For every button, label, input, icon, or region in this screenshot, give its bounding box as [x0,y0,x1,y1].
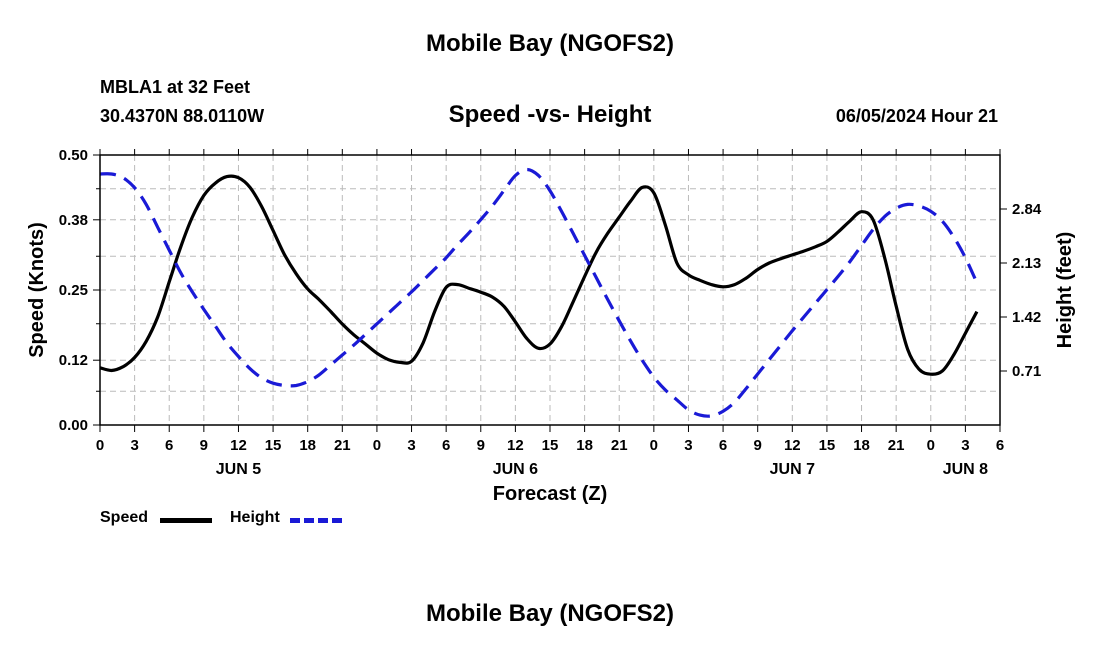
x-tick-label: 12 [507,437,524,454]
x-tick-label: 6 [442,437,450,454]
x-tick-label: 6 [165,437,173,454]
x-tick-label: 3 [684,437,692,454]
x-tick-label: 0 [96,437,104,454]
x-tick-label: 12 [230,437,247,454]
grid-lines [100,155,1000,425]
legend-height-label: Height [230,509,280,526]
x-tick-label: 15 [265,437,282,454]
x-tick-label: 18 [853,437,870,454]
legend-speed-label: Speed [100,509,149,526]
main-title: Mobile Bay (NGOFS2) [425,30,675,57]
day-label: JUN 5 [216,461,261,478]
coordinates-label: 30.4370N 88.0110W [100,106,265,126]
axis-layer: 0 3 6 9 12 15 18 21 0 3 6 9 12 15 18 21 0 3 6 9 12 15 18 21 0 3 6J… [59,147,1042,478]
y-axis-label: Speed (Knots) [26,222,48,358]
x-tick-label: 21 [334,437,351,454]
x-tick-label: 21 [888,437,905,454]
legend-height-swatch [290,518,342,523]
x-tick-label: 9 [200,437,208,454]
day-label: JUN 7 [770,461,815,478]
y2-tick-label: 1.42 [1012,309,1041,326]
series-layer [99,167,979,418]
x-tick-label: 0 [650,437,658,454]
footer-title: Mobile Bay (NGOFS2) [425,600,675,627]
y-tick-label: 0.00 [59,417,88,434]
station-label: MBLA1 at 32 Feet [100,77,251,97]
x-tick-label: 9 [477,437,485,454]
x-tick-label: 6 [996,437,1004,454]
y-tick-label: 0.12 [59,352,88,369]
height-series-line [99,167,979,418]
y2-axis-label: Height (feet) [1054,232,1076,349]
x-tick-label: 21 [611,437,628,454]
legend-speed-swatch [160,518,212,523]
x-tick-label: 3 [407,437,415,454]
x-tick-label: 15 [819,437,836,454]
x-tick-label: 3 [961,437,969,454]
y-tick-label: 0.38 [59,212,88,229]
y-tick-label: 0.50 [59,147,88,164]
y2-tick-label: 2.84 [1012,201,1042,218]
x-tick-label: 18 [576,437,593,454]
forecast-timestamp: 06/05/2024 Hour 21 [835,106,998,126]
x-axis-label: Forecast (Z) [493,483,607,505]
x-tick-label: 15 [542,437,559,454]
y2-tick-label: 2.13 [1012,255,1041,272]
x-tick-label: 18 [299,437,316,454]
chart-title: Speed -vs- Height [448,101,652,128]
speed-series-line [99,174,979,376]
x-tick-label: 6 [719,437,727,454]
x-tick-label: 0 [373,437,381,454]
day-label: JUN 8 [943,461,988,478]
y2-tick-label: 0.71 [1012,363,1041,380]
x-tick-label: 12 [784,437,801,454]
x-tick-label: 9 [754,437,762,454]
day-label: JUN 6 [493,461,538,478]
x-tick-label: 3 [130,437,138,454]
y-tick-label: 0.25 [59,282,88,299]
x-tick-label: 0 [927,437,935,454]
